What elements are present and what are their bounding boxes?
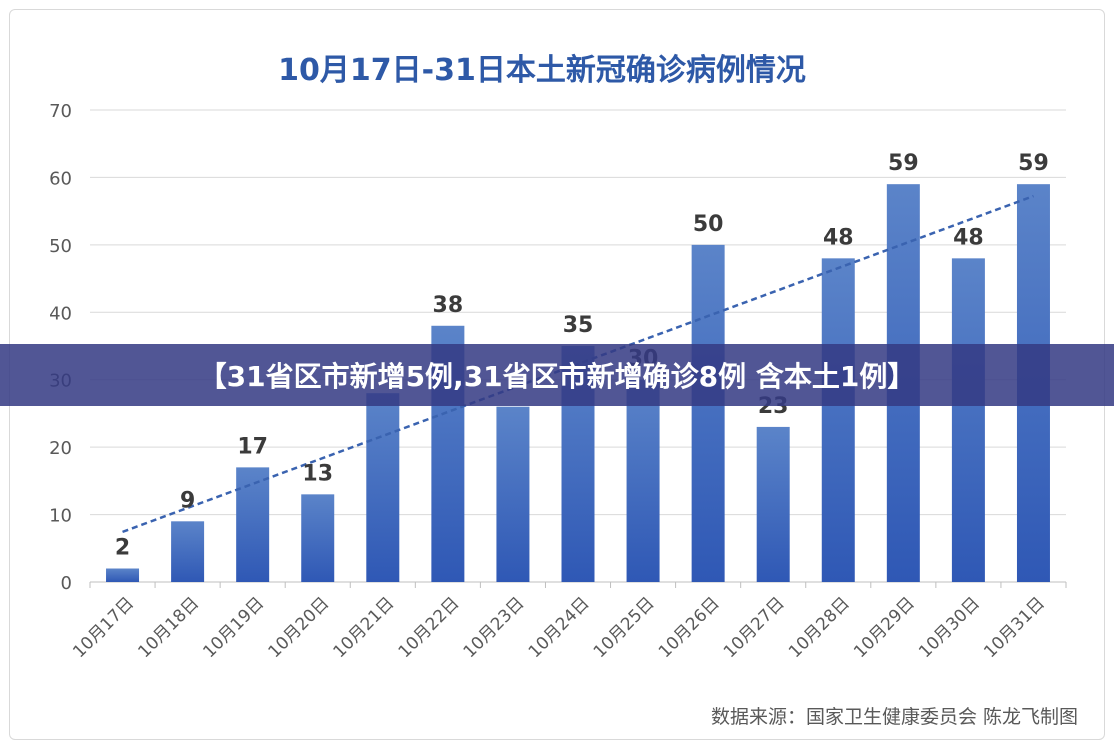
y-tick-label: 70: [49, 101, 72, 122]
data-label: 59: [1018, 151, 1049, 176]
y-tick-label: 40: [49, 303, 72, 324]
x-tick-label: 10月19日: [199, 593, 268, 662]
y-tick-label: 10: [49, 506, 72, 527]
bar: [496, 406, 530, 582]
x-tick-label: 10月17日: [69, 593, 138, 662]
source-note: 数据来源：国家卫生健康委员会 陈龙飞制图: [710, 706, 1078, 728]
news-banner: 【31省区市新增5例,31省区市新增确诊8例 含本土1例】: [0, 344, 1114, 406]
x-tick-label: 10月21日: [330, 593, 399, 662]
data-label: 59: [888, 151, 919, 176]
bar: [236, 467, 270, 582]
x-tick-label: 10月30日: [915, 593, 984, 662]
data-label: 17: [237, 434, 268, 459]
y-tick-label: 60: [49, 168, 72, 189]
data-label: 2: [115, 536, 130, 561]
data-label: 48: [823, 225, 854, 250]
x-tick-label: 10月26日: [655, 593, 724, 662]
x-tick-label: 10月31日: [980, 593, 1049, 662]
bar: [951, 258, 985, 582]
x-tick-label: 10月22日: [395, 593, 464, 662]
bar: [626, 379, 660, 582]
banner-headline: 【31省区市新增5例,31省区市新增确诊8例 含本土1例】: [198, 360, 916, 393]
bar: [171, 521, 205, 582]
y-tick-label: 50: [49, 236, 72, 257]
bars: [106, 184, 1050, 582]
x-axis-ticks: 10月17日10月18日10月19日10月20日10月21日10月22日10月2…: [69, 582, 1067, 662]
data-label: 38: [433, 293, 464, 318]
y-tick-label: 0: [61, 573, 72, 594]
x-tick-label: 10月20日: [264, 593, 333, 662]
x-tick-label: 10月28日: [785, 593, 854, 662]
x-tick-label: 10月27日: [720, 593, 789, 662]
x-tick-label: 10月29日: [850, 593, 919, 662]
y-tick-label: 20: [49, 438, 72, 459]
bar: [691, 244, 725, 582]
bar: [821, 258, 855, 582]
data-label: 9: [180, 488, 195, 513]
x-tick-label: 10月23日: [460, 593, 529, 662]
bar: [756, 426, 790, 582]
x-tick-label: 10月18日: [134, 593, 203, 662]
bar: [301, 494, 335, 582]
data-label: 50: [693, 212, 724, 237]
chart-title: 10月17日-31日本土新冠确诊病例情况: [278, 53, 806, 88]
x-tick-label: 10月24日: [525, 593, 594, 662]
x-tick-label: 10月25日: [590, 593, 659, 662]
bar: [106, 568, 140, 582]
data-label: 48: [953, 225, 984, 250]
bar: [366, 393, 400, 582]
data-label: 35: [563, 313, 594, 338]
data-label: 13: [302, 461, 333, 486]
